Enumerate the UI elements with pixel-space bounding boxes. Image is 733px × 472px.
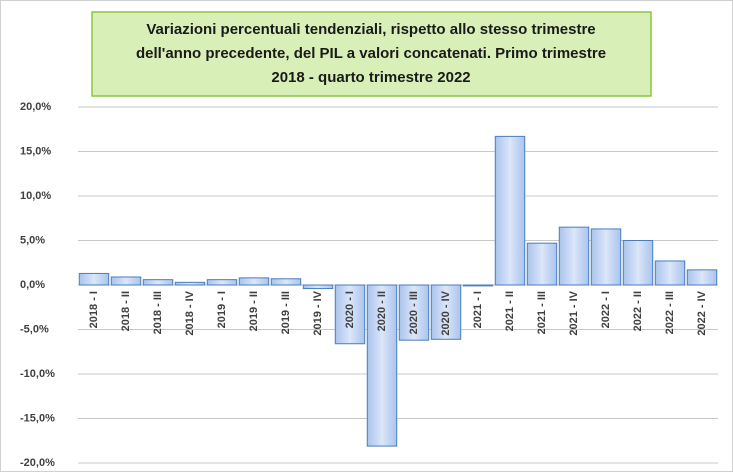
bar <box>142 279 174 286</box>
bar <box>590 228 622 286</box>
x-tick-label: 2020 - III <box>408 291 420 334</box>
y-tick-label: 20,0% <box>20 101 51 113</box>
x-tick-label: 2019 - II <box>248 291 260 331</box>
bar <box>494 135 526 286</box>
x-tick-label: 2019 - IV <box>312 290 324 335</box>
x-tick-label: 2018 - II <box>120 291 132 331</box>
bar <box>270 278 302 286</box>
chart-title: dell'anno precedente, del PIL a valori c… <box>136 45 606 62</box>
x-tick-label: 2019 - III <box>280 291 292 334</box>
x-tick-label: 2021 - IV <box>568 290 580 335</box>
x-tick-label: 2018 - III <box>152 291 164 334</box>
x-tick-label: 2021 - II <box>504 291 516 331</box>
y-tick-label: -15,0% <box>20 412 55 424</box>
chart-title: Variazioni percentuali tendenziali, risp… <box>146 21 595 38</box>
x-tick-label: 2022 - IV <box>696 290 708 335</box>
x-tick-label: 2020 - II <box>376 291 388 331</box>
bar <box>398 284 430 341</box>
x-tick-label: 2022 - II <box>632 291 644 331</box>
y-tick-label: -20,0% <box>20 457 55 469</box>
x-tick-label: 2022 - I <box>600 291 612 328</box>
x-tick-label: 2019 - I <box>216 291 228 328</box>
y-tick-label: 15,0% <box>20 145 51 157</box>
x-tick-label: 2021 - I <box>472 291 484 328</box>
bar <box>238 277 270 286</box>
title-box <box>91 11 652 97</box>
y-tick-label: -5,0% <box>20 323 49 335</box>
bar <box>686 269 718 286</box>
x-tick-label: 2020 - IV <box>440 290 452 335</box>
bar <box>462 284 494 287</box>
y-tick-label: 10,0% <box>20 190 51 202</box>
y-tick-label: -10,0% <box>20 368 55 380</box>
x-tick-label: 2018 - I <box>88 291 100 328</box>
bar <box>654 260 686 286</box>
bar <box>302 284 334 290</box>
x-tick-label: 2018 - IV <box>184 290 196 335</box>
bar <box>110 276 142 286</box>
bar <box>526 242 558 286</box>
bar <box>174 281 206 286</box>
chart-title: 2018 - quarto trimestre 2022 <box>271 69 470 86</box>
y-tick-label: 5,0% <box>20 234 45 246</box>
x-tick-label: 2020 - I <box>344 291 356 328</box>
y-tick-label: 0,0% <box>20 279 45 291</box>
x-tick-label: 2021 - III <box>536 291 548 334</box>
bar <box>78 272 110 286</box>
bar <box>430 284 462 340</box>
x-tick-label: 2022 - III <box>664 291 676 334</box>
bar <box>366 284 398 447</box>
bar <box>622 240 654 286</box>
bar <box>558 226 590 286</box>
bar <box>334 284 366 345</box>
bar <box>206 279 238 286</box>
